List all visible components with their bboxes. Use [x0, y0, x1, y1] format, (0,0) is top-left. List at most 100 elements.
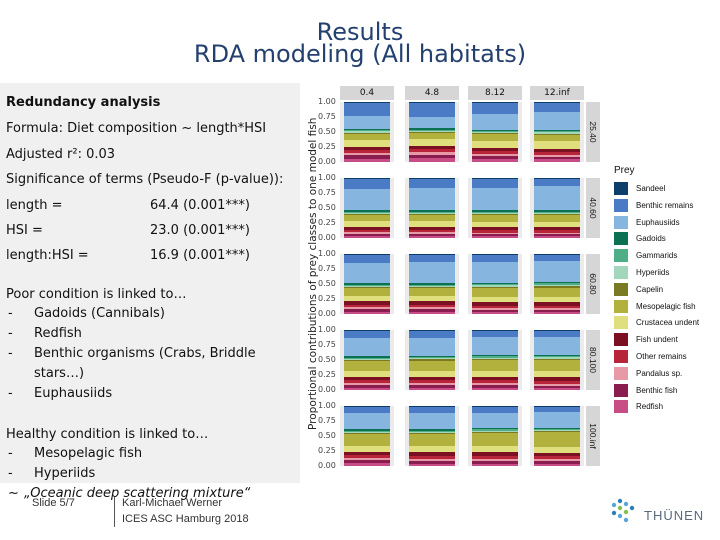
bar-segment — [344, 133, 390, 140]
term-name: HSI = — [6, 223, 43, 238]
term-name: length = — [6, 198, 63, 213]
legend-item: Crustacea undent — [614, 316, 714, 330]
y-tick-label: 0.75 — [318, 188, 336, 197]
legend-item: Pandalus sp. — [614, 366, 714, 380]
stacked-bar — [344, 406, 390, 466]
bar-segment — [344, 115, 390, 129]
bar-segment — [409, 309, 455, 312]
term-value: 16.9 (0.001***) — [150, 248, 250, 263]
bar-segment — [534, 385, 580, 389]
bar-segment — [344, 451, 390, 456]
facet-panel — [468, 102, 522, 162]
slide-number: Slide 5/7 — [32, 497, 75, 509]
bar-segment — [409, 357, 455, 359]
bar-segment — [534, 234, 580, 237]
bar-segment — [409, 229, 455, 232]
facet-panel — [405, 254, 459, 314]
y-tick-label: 1.00 — [318, 325, 336, 334]
legend-item: Gammarids — [614, 249, 714, 263]
bar-segment — [472, 287, 518, 289]
y-tick-label: 0.25 — [318, 446, 336, 455]
legend-swatch — [614, 383, 628, 397]
stacked-bar — [344, 330, 390, 390]
bar-segment — [472, 463, 518, 466]
bar-segment — [409, 130, 455, 132]
bar-segment — [344, 361, 390, 371]
bar-segment — [409, 221, 455, 227]
bar-segment — [534, 296, 580, 302]
legend-label: Euphausiids — [636, 217, 680, 227]
facet-panel — [468, 178, 522, 238]
bar-segment — [409, 452, 455, 456]
bar-segment — [472, 385, 518, 389]
bar-segment — [472, 330, 518, 332]
y-tick-label: 0.25 — [318, 294, 336, 303]
bar-segment — [344, 102, 390, 104]
y-tick-label: 0.00 — [318, 309, 336, 318]
bar-segment — [472, 179, 518, 188]
column-facet-label: 4.8 — [405, 86, 459, 100]
bar-segment — [472, 355, 518, 357]
row-facet-text: 25.40 — [588, 121, 598, 143]
bar-segment — [534, 236, 580, 238]
row-facet-text: 80.100 — [588, 347, 598, 373]
bar-segment — [409, 178, 455, 180]
bar-segment — [409, 226, 455, 230]
bar-segment — [409, 433, 455, 435]
bar-segment — [344, 406, 390, 408]
bar-segment — [409, 149, 455, 153]
bar-segment — [534, 230, 580, 233]
bar-segment — [534, 282, 580, 284]
bar-segment — [344, 188, 390, 211]
bar-segment — [344, 263, 390, 284]
bar-segment — [534, 463, 580, 466]
stacked-bar — [472, 102, 518, 162]
bar-segment — [534, 406, 580, 408]
bar-segment — [534, 212, 580, 214]
list-bullet: ~ — [8, 486, 19, 501]
bar-segment — [472, 412, 518, 429]
y-tick-label: 0.00 — [318, 385, 336, 394]
bar-segment — [344, 338, 390, 357]
bar-segment — [534, 283, 580, 285]
bar-segment — [472, 360, 518, 371]
footer-event: ICES ASC Hamburg 2018 — [122, 513, 249, 525]
bar-segment — [534, 261, 580, 283]
legend-item: Redfish — [614, 400, 714, 414]
bar-segment — [344, 288, 390, 296]
bar-segment — [344, 226, 390, 230]
bar-segment — [534, 159, 580, 162]
bar-segment — [409, 376, 455, 381]
bar-segment — [534, 156, 580, 159]
bar-segment — [409, 330, 455, 332]
bar-segment — [344, 155, 390, 159]
bar-segment — [409, 288, 455, 296]
bar-segment — [409, 212, 455, 214]
bar-segment — [534, 446, 580, 453]
bar-segment — [472, 178, 518, 180]
facet-panel — [340, 254, 394, 314]
bar-segment — [472, 288, 518, 297]
bar-segment — [344, 330, 390, 332]
bar-segment — [409, 139, 455, 147]
bar-segment — [534, 129, 580, 131]
bar-segment — [534, 427, 580, 429]
facet-panel — [530, 254, 584, 314]
bar-segment — [534, 381, 580, 384]
stacked-bar — [344, 178, 390, 238]
bar-segment — [409, 460, 455, 464]
y-tick-label: 0.50 — [318, 127, 336, 136]
bar-segment — [472, 254, 518, 256]
legend-swatch — [614, 215, 628, 229]
stacked-bar — [409, 254, 455, 314]
bar-segment — [472, 302, 518, 306]
facet-panel — [340, 330, 394, 390]
bar-segment — [472, 232, 518, 235]
bar-segment — [344, 214, 390, 216]
bar-segment — [409, 254, 455, 256]
bar-segment — [534, 152, 580, 155]
stacked-bar — [534, 178, 580, 238]
footer-divider — [114, 497, 115, 527]
stacked-bar — [534, 102, 580, 162]
bar-segment — [534, 452, 580, 457]
